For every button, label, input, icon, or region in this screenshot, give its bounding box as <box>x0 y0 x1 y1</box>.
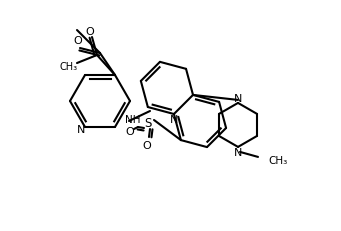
Text: N: N <box>234 94 242 103</box>
Text: CH₃: CH₃ <box>60 62 78 72</box>
Text: O: O <box>143 140 151 150</box>
Text: NH: NH <box>125 115 141 125</box>
Text: O: O <box>74 36 83 46</box>
Text: S: S <box>144 117 152 130</box>
Text: O: O <box>86 27 94 37</box>
Text: N: N <box>234 147 242 157</box>
Text: N: N <box>77 125 85 134</box>
Text: O: O <box>125 126 134 137</box>
Text: CH₃: CH₃ <box>268 155 287 165</box>
Text: N: N <box>170 115 178 125</box>
